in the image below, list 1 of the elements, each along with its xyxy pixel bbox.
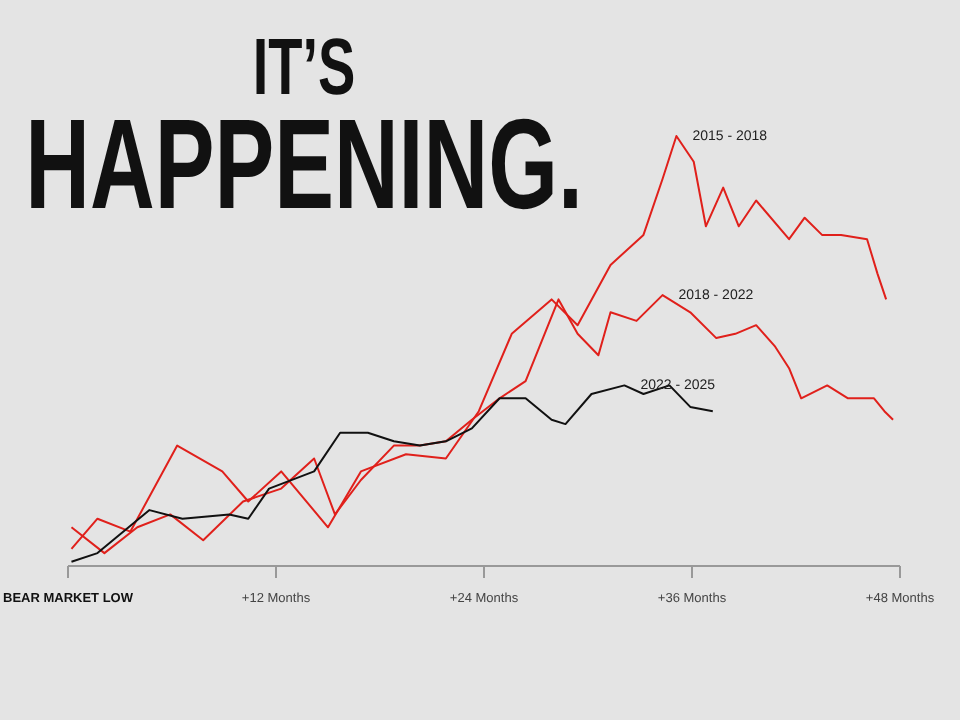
chart-title: IT’S HAPPENING. — [25, 24, 583, 236]
